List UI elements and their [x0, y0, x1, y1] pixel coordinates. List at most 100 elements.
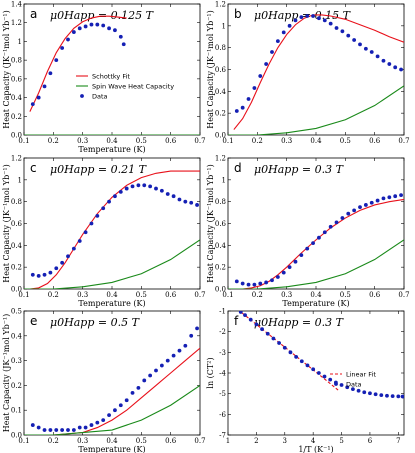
data-point [317, 235, 321, 240]
y-axis-label: Heat Capacity (JK⁻¹mol Yb⁻¹) [206, 10, 215, 129]
panel-letter: e [30, 314, 37, 328]
x-tick-label: 5 [339, 437, 343, 445]
data-point [107, 413, 111, 418]
x-tick-label: 0.4 [310, 291, 322, 299]
data-point [240, 105, 245, 110]
x-tick-label: 0.3 [77, 291, 88, 299]
x-tick-label: 0.5 [136, 437, 147, 445]
y-tick-label: 0.8 [215, 44, 226, 52]
data-point [177, 348, 182, 353]
data-point [89, 221, 94, 226]
data-point [189, 333, 194, 338]
data-point [77, 425, 82, 430]
data-point [234, 279, 239, 284]
data-point [113, 28, 117, 33]
data-point [293, 259, 298, 264]
data-point [240, 281, 245, 286]
field-label: μ0Happ = 0.21 T [50, 163, 148, 176]
data-point [159, 188, 164, 193]
data-point [142, 378, 147, 383]
data-point [311, 14, 315, 18]
spin-wave-heat-capacity-line [24, 384, 200, 435]
field-label: μ0Happ = 0.15 T [254, 9, 352, 22]
data-point [101, 206, 106, 211]
data-point [311, 241, 315, 246]
data-point [346, 33, 351, 38]
data-point [177, 197, 182, 202]
data-point [352, 38, 357, 42]
x-tick-label: 0.3 [77, 137, 88, 145]
data-point [399, 67, 403, 72]
data-point [254, 322, 259, 327]
plot-frame [227, 3, 405, 136]
x-tick-label: 0.7 [194, 437, 205, 445]
data-point [281, 30, 286, 35]
data-point [317, 16, 321, 21]
x-tick-label: 0.5 [136, 137, 147, 145]
y-tick-label: -5 [219, 390, 226, 398]
legend-swatch [80, 94, 84, 98]
x-tick-label: 0.6 [165, 291, 177, 299]
field-label: μ0Happ = 0.5 T [50, 316, 141, 329]
x-tick-label: 0.2 [252, 291, 263, 299]
data-point [165, 358, 170, 363]
data-point [393, 65, 398, 70]
data-point [258, 281, 263, 286]
x-tick-label: 0.4 [106, 291, 118, 299]
x-tick-label: 0.6 [369, 291, 381, 299]
x-tick-label: 3 [283, 437, 287, 445]
x-tick-label: 4 [311, 437, 316, 445]
data-point [393, 194, 398, 199]
x-tick-label: 0.3 [281, 137, 292, 145]
y-tick-label: 1.2 [11, 19, 22, 27]
data-point [171, 353, 176, 358]
x-tick-label: 0.5 [340, 291, 351, 299]
data-point [270, 278, 274, 283]
y-tick-label: 1.2 [11, 155, 22, 163]
panel-d: 0.1 0.2 0.3 0.4 0.5 0.6 0.7 0.0 0.2 0.4 0.6 0.8 1 1.2… [206, 155, 410, 309]
data-point [71, 30, 76, 34]
data-point [369, 50, 374, 54]
data-point [390, 394, 395, 399]
legend-entry: Schottky Fit [92, 72, 130, 80]
data-point [252, 282, 257, 287]
data-point [77, 26, 82, 31]
data-point [270, 50, 274, 54]
data-point [130, 390, 135, 395]
data-point [95, 22, 100, 27]
data-point [246, 97, 251, 101]
data-point [148, 373, 153, 378]
data-point [42, 84, 47, 89]
x-tick-label: 1 [226, 437, 230, 445]
data-point [352, 208, 357, 213]
data-point [60, 46, 65, 50]
data-point [30, 102, 35, 107]
data-point [264, 280, 269, 285]
data-point [113, 194, 117, 199]
data-point [305, 14, 310, 18]
schottky-fit-line [233, 198, 404, 289]
y-tick-label: 0.4 [11, 242, 23, 250]
data-point [345, 385, 350, 390]
data-point [375, 54, 380, 59]
x-tick-label: 0.6 [165, 137, 177, 145]
y-tick-label: -2 [219, 328, 226, 336]
x-tick-label: 0.2 [252, 137, 263, 145]
x-tick-label: 0.5 [136, 291, 147, 299]
data-point [77, 239, 82, 243]
data-point [363, 46, 368, 51]
data-point [381, 58, 386, 63]
x-axis-label: Temperature (K) [78, 299, 145, 308]
y-tick-label: 1 [222, 176, 226, 184]
y-tick-label: 0.4 [11, 332, 23, 340]
data-point [154, 368, 158, 373]
data-point [148, 184, 153, 189]
x-axis-label: 1/T (K⁻¹) [298, 445, 333, 453]
x-tick-label: 0.1 [18, 437, 29, 445]
data-point [282, 345, 287, 350]
x-tick-label: 0.3 [77, 437, 88, 445]
x-tick-label: 0.3 [281, 291, 292, 299]
data-point [328, 21, 333, 26]
data-point [294, 354, 299, 359]
